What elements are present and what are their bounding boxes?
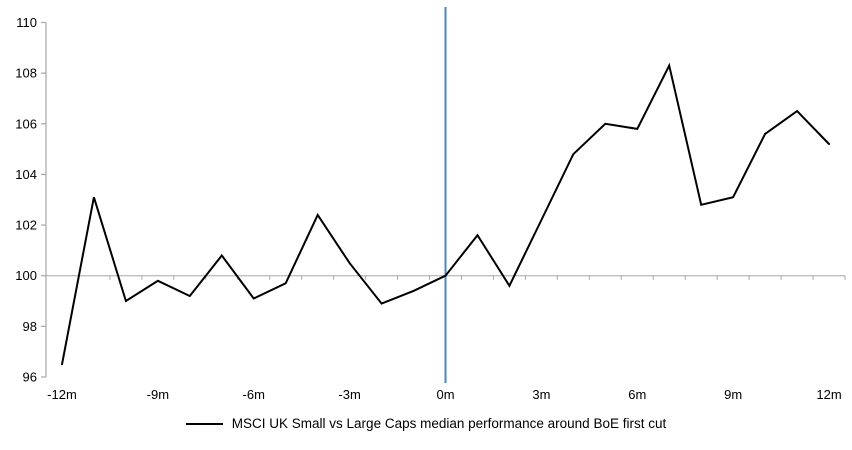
y-axis-tick-label: 104 xyxy=(15,167,37,182)
x-axis-tick-label: -9m xyxy=(147,387,169,402)
legend-label: MSCI UK Small vs Large Caps median perfo… xyxy=(231,416,667,431)
y-axis-tick-label: 100 xyxy=(15,268,37,283)
y-axis-tick-label: 96 xyxy=(23,370,37,385)
x-axis-tick-label: -12m xyxy=(47,387,77,402)
x-axis-tick-label: -3m xyxy=(338,387,360,402)
y-axis-tick-label: 102 xyxy=(15,218,37,233)
y-axis-tick-label: 98 xyxy=(23,319,37,334)
x-axis-tick-label: -6m xyxy=(243,387,265,402)
x-axis-tick-label: 9m xyxy=(724,387,742,402)
x-axis-tick-label: 0m xyxy=(436,387,454,402)
legend: MSCI UK Small vs Large Caps median perfo… xyxy=(0,416,852,431)
x-axis-tick-label: 6m xyxy=(628,387,646,402)
legend-line-swatch xyxy=(185,422,223,425)
x-axis-tick-label: 3m xyxy=(532,387,550,402)
x-axis-tick-label: 12m xyxy=(816,387,841,402)
series-line xyxy=(61,62,830,366)
y-axis-tick-label: 108 xyxy=(15,66,37,81)
y-axis-tick-label: 106 xyxy=(15,116,37,131)
y-axis-tick-label: 110 xyxy=(16,15,37,30)
